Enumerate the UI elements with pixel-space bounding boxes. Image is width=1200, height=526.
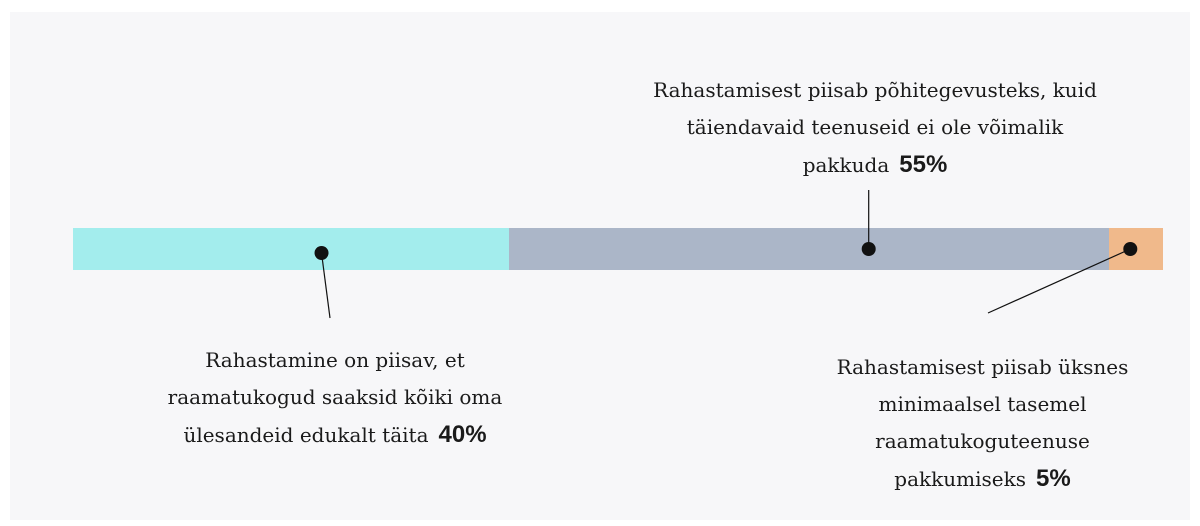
leader-dot bbox=[1123, 242, 1138, 256]
segment-name: Rahastamisest piisab üksnes minimaalsel … bbox=[836, 355, 1129, 491]
leader-dot bbox=[861, 242, 876, 256]
segment-name: Rahastamine on piisav, et raamatukogud s… bbox=[167, 348, 503, 447]
value-label: 5% bbox=[1036, 465, 1071, 492]
segment-label: Rahastamine on piisav, et raamatukogud s… bbox=[150, 342, 520, 454]
value-label: 55% bbox=[899, 151, 948, 178]
bar-segment bbox=[73, 228, 509, 270]
segment-label: Rahastamisest piisab üksnes minimaalsel … bbox=[790, 349, 1175, 498]
leader-line bbox=[320, 252, 331, 319]
value-label: 40% bbox=[438, 421, 487, 448]
segment-name: Rahastamisest piisab põhitegevusteks, ku… bbox=[653, 78, 1097, 177]
leader-dot bbox=[314, 246, 329, 260]
bar-segment bbox=[509, 228, 1109, 270]
segment-label: Rahastamisest piisab põhitegevusteks, ku… bbox=[640, 72, 1110, 184]
leader-line bbox=[987, 248, 1131, 314]
